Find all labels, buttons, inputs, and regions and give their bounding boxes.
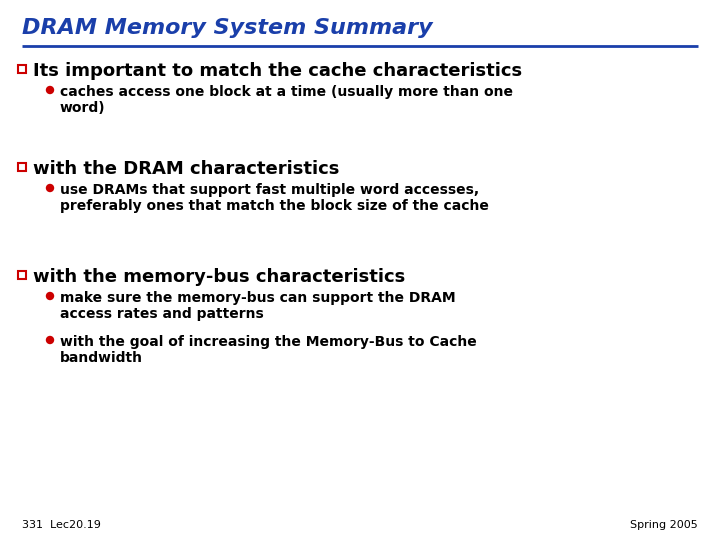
Bar bbox=[18, 271, 26, 279]
Bar bbox=[18, 163, 26, 171]
Text: DRAM Memory System Summary: DRAM Memory System Summary bbox=[22, 18, 433, 38]
Circle shape bbox=[47, 185, 53, 192]
Text: Spring 2005: Spring 2005 bbox=[630, 520, 698, 530]
Text: 331  Lec20.19: 331 Lec20.19 bbox=[22, 520, 101, 530]
Circle shape bbox=[47, 336, 53, 343]
Text: caches access one block at a time (usually more than one
word): caches access one block at a time (usual… bbox=[60, 85, 513, 115]
Text: Its important to match the cache characteristics: Its important to match the cache charact… bbox=[33, 62, 522, 80]
Circle shape bbox=[47, 86, 53, 93]
Text: with the DRAM characteristics: with the DRAM characteristics bbox=[33, 160, 339, 178]
Circle shape bbox=[47, 293, 53, 300]
Text: use DRAMs that support fast multiple word accesses,
preferably ones that match t: use DRAMs that support fast multiple wor… bbox=[60, 183, 489, 213]
Text: with the memory-bus characteristics: with the memory-bus characteristics bbox=[33, 268, 405, 286]
Text: make sure the memory-bus can support the DRAM
access rates and patterns: make sure the memory-bus can support the… bbox=[60, 291, 456, 321]
Bar bbox=[18, 65, 26, 73]
Text: with the goal of increasing the Memory-Bus to Cache
bandwidth: with the goal of increasing the Memory-B… bbox=[60, 335, 477, 365]
